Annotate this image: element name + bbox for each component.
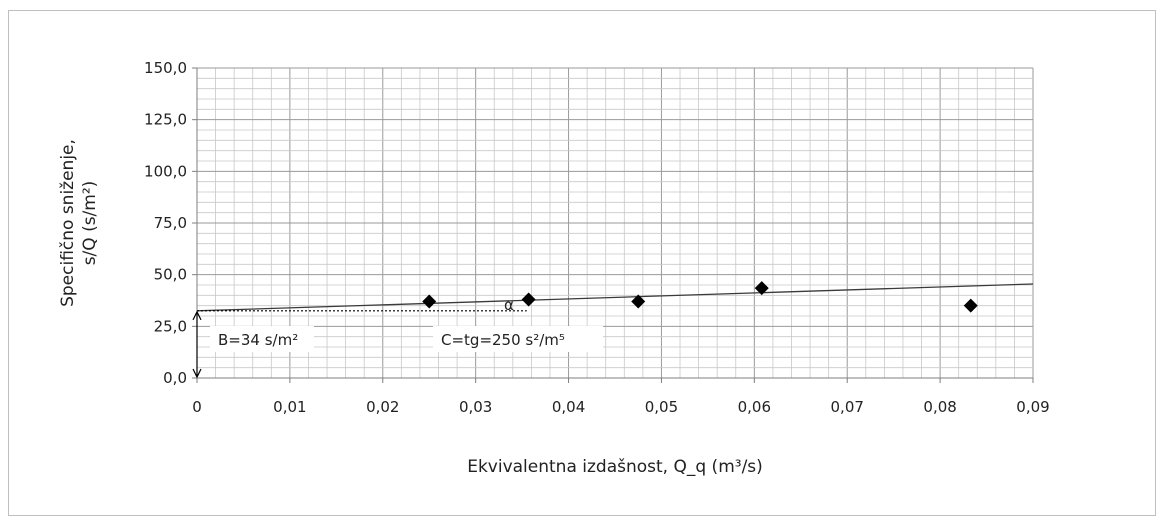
x-tick-labels: 0 0,01 0,02 0,03 0,04 0,05 0,06 0,07 0,08 0,09 [192,398,1049,416]
y-tick-label: 75,0 [154,214,187,232]
b-label-box [210,326,314,352]
x-tick-label: 0,03 [459,398,492,416]
y-tick-label: 150,0 [144,59,187,77]
chart-frame [8,10,1156,516]
y-axis-title-line2: s/Q (s/m²) [80,181,100,266]
x-tick-label: 0,04 [552,398,585,416]
x-tick-label: 0,05 [645,398,678,416]
data-point [754,281,769,296]
y-tick-label: 100,0 [144,162,187,180]
data-point [521,292,536,307]
y-tick-label: 125,0 [144,111,187,129]
y-tick-label: 25,0 [154,317,187,335]
x-tick-label: 0,06 [738,398,771,416]
data-point [631,294,646,309]
b-label: B=34 s/m² [218,331,298,349]
x-tick-label: 0 [192,398,202,416]
y-tick-labels: 0,0 25,0 50,0 75,0 100,0 125,0 150,0 [144,59,187,387]
data-point [963,298,978,313]
c-label: C=tg=250 s²/m⁵ [441,331,565,349]
data-points [422,281,978,313]
x-tick-label: 0,09 [1016,398,1049,416]
y-axis-title-line1: Specifično sniženje, [58,139,78,307]
x-tick-label: 0,02 [366,398,399,416]
x-axis-title: Ekvivalentna izdašnost, Q_q (m³/s) [467,457,763,477]
x-tick-label: 0,08 [923,398,956,416]
b-arrow-head-top [192,310,202,321]
y-tick-label: 50,0 [154,266,187,284]
intercept-b-arrow [192,310,202,379]
alpha-label: α [504,296,514,314]
data-point [422,294,437,309]
trendline [196,283,1034,312]
chart-axes [192,67,1034,383]
b-arrow-head-bottom [192,368,202,379]
x-tick-label: 0,07 [831,398,864,416]
chart-grid [196,67,1034,379]
y-tick-label: 0,0 [163,369,187,387]
x-tick-label: 0,01 [273,398,306,416]
c-label-box [433,326,603,352]
